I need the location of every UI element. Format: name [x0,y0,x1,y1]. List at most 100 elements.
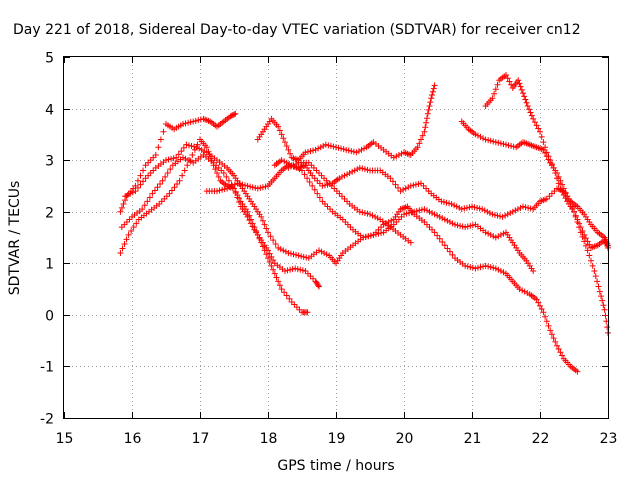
data-point [497,231,504,238]
data-point [283,292,290,299]
data-point [321,200,328,207]
data-point [315,282,322,289]
data-point [341,172,348,179]
data-point [140,167,147,174]
data-point [579,233,586,240]
data-point [145,159,152,166]
data-point [328,182,335,189]
data-point [307,273,314,280]
data-point [265,255,271,262]
data-point [469,222,476,229]
data-point [413,208,420,215]
data-point [495,266,502,273]
data-point [161,195,168,202]
data-point [550,335,557,342]
data-point [312,146,319,153]
data-point [263,251,270,258]
data-point [522,96,529,103]
data-point [560,191,567,198]
data-point [348,148,355,155]
data-point [453,203,460,210]
data-point [121,221,128,228]
data-point [290,251,297,258]
data-point [257,184,264,191]
data-point [351,167,358,174]
data-point [299,267,306,274]
data-point [189,151,196,158]
data-point [304,148,311,155]
data-point [311,186,318,193]
data-point [293,161,300,168]
data-point [461,205,468,212]
data-point [426,224,433,231]
data-point [220,170,227,177]
data-point [436,213,443,220]
data-point [538,306,545,313]
data-point [266,258,273,265]
data-point [550,164,557,171]
data-point [336,190,343,197]
data-point [490,264,497,271]
data-point [347,224,354,231]
data-point [359,209,366,216]
data-point [426,208,433,215]
data-point [540,139,547,146]
data-point [471,204,478,211]
grid [64,57,608,418]
data-point [421,206,428,213]
data-point [134,177,141,184]
data-point [540,309,547,316]
data-point [474,204,481,211]
data-point [551,188,558,195]
data-point [425,106,432,113]
data-point [429,92,436,99]
data-point [429,210,436,217]
data-point [167,166,174,173]
data-point [537,128,543,135]
data-point [198,146,205,153]
data-point [335,144,342,151]
data-point [446,248,453,255]
data-point [252,184,259,191]
data-point [472,131,479,138]
data-point [598,293,605,300]
data-point [491,211,498,218]
data-point [428,95,435,102]
data-point [323,251,330,258]
data-point [231,111,238,118]
data-point [176,177,183,184]
data-point [333,188,340,195]
data-point [185,157,192,164]
data-point [276,282,283,289]
data-point [495,233,502,240]
y-tick-label: -1 [40,360,54,376]
data-point [459,223,466,230]
data-point [555,346,562,353]
data-point [239,181,246,188]
data-point [423,207,430,214]
data-point [545,322,552,329]
data-point [505,142,512,149]
data-point [168,155,175,162]
data-point [374,215,381,222]
data-point [276,127,283,134]
data-point [317,144,324,151]
data-point [285,146,292,153]
data-point [183,141,190,148]
data-point [213,162,220,169]
data-point [596,288,603,295]
data-point [555,180,562,187]
data-point [431,211,438,218]
data-point [423,119,430,126]
data-point [502,212,509,219]
data-point [232,110,239,117]
data-point [431,229,438,236]
data-point [429,226,436,233]
data-point [322,141,329,148]
data-point [516,80,523,87]
data-point [311,175,318,182]
data-point [234,194,241,201]
data-point [278,286,285,293]
data-point [316,194,323,201]
data-point [303,254,310,261]
